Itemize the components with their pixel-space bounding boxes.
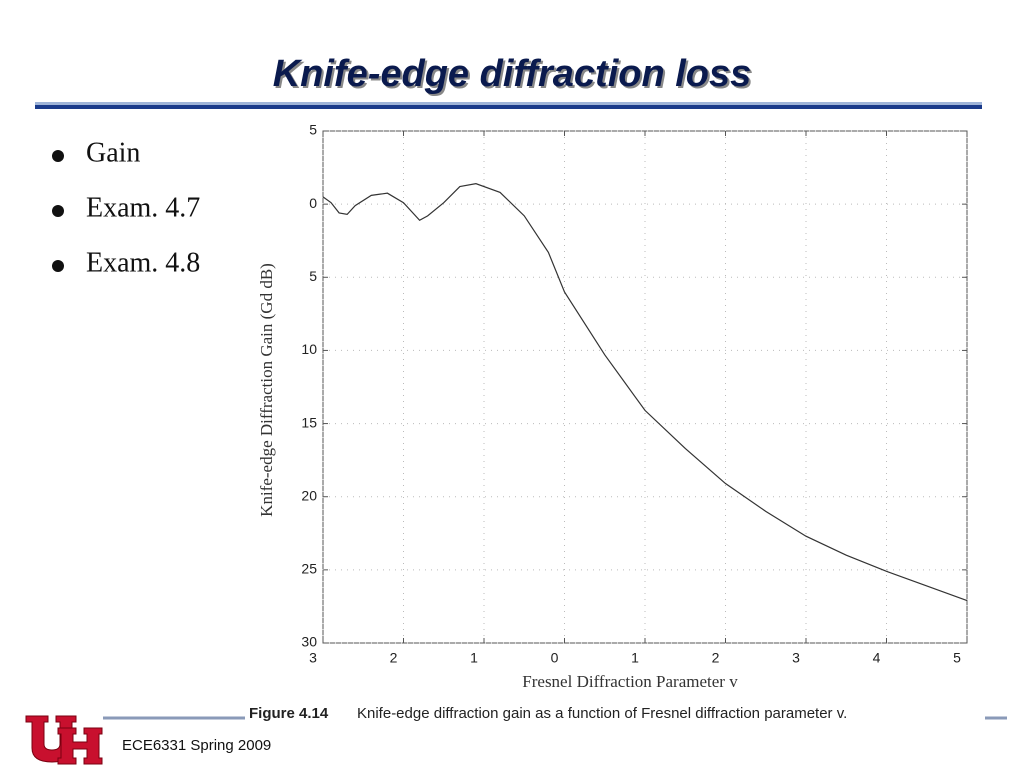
bullet-dot <box>52 205 64 217</box>
y-tick-label: 25 <box>301 561 317 577</box>
rule <box>35 102 982 105</box>
figure-label: Figure 4.14 <box>249 705 329 722</box>
x-tick-label: 2 <box>390 650 398 666</box>
x-axis-label: Fresnel Diffraction Parameter v <box>522 672 738 691</box>
bullet: Gain <box>86 137 140 168</box>
plot-frame <box>322 130 968 644</box>
x-tick-label: 1 <box>631 650 639 666</box>
footer: ECE6331 Spring 2009 <box>122 737 271 754</box>
y-tick-label: 20 <box>301 487 317 503</box>
y-axis-label: Knife-edge Diffraction Gain (Gd dB) <box>257 263 276 517</box>
y-tick-label: 30 <box>301 634 317 650</box>
logo-h <box>57 727 103 765</box>
title: Knife-edge diffraction loss <box>273 53 752 95</box>
x-tick-label: 0 <box>551 650 559 666</box>
y-tick-label: 5 <box>309 268 317 284</box>
x-tick-label: 4 <box>873 650 881 666</box>
bullet-dot <box>52 150 64 162</box>
line-series <box>322 183 968 602</box>
bullets: Gain Exam. 4.7 Exam. 4.8 <box>52 137 200 278</box>
y-tick-label: 0 <box>309 195 317 211</box>
x-tick-label: 5 <box>953 650 961 666</box>
y-tick-label: 5 <box>309 122 317 138</box>
rule <box>35 105 982 109</box>
bullet: Exam. 4.7 <box>86 192 200 223</box>
bullet: Exam. 4.8 <box>86 247 200 278</box>
x-tick-label: 3 <box>792 650 800 666</box>
x-tick-label: 3 <box>309 650 317 666</box>
title-shadow: Knife-edge diffraction loss <box>275 55 754 97</box>
bullet-dot <box>52 260 64 272</box>
x-tick-label: 1 <box>470 650 478 666</box>
logo <box>25 715 103 765</box>
caption: Knife-edge diffraction gain as a functio… <box>357 705 847 722</box>
y-tick-label: 10 <box>301 341 317 357</box>
x-tick-label: 2 <box>712 650 720 666</box>
y-tick-label: 15 <box>301 414 317 430</box>
